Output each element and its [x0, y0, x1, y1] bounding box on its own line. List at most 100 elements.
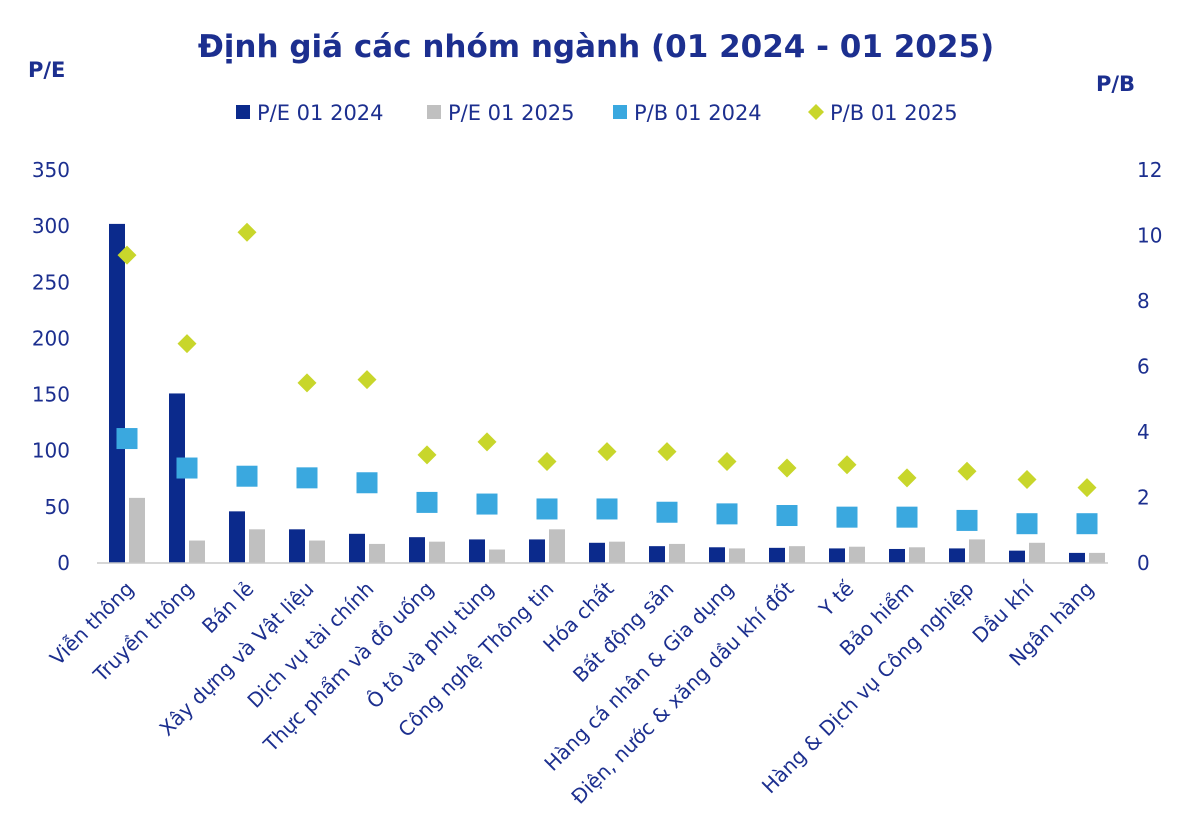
bar-pe-2025	[729, 548, 745, 563]
legend-label: P/B 01 2025	[830, 101, 958, 125]
y2-tick-label: 6	[1137, 355, 1150, 379]
y-tick-label: 0	[57, 551, 70, 575]
y-tick-label: 200	[32, 326, 70, 350]
y-axis-title: P/E	[28, 58, 65, 82]
y-tick-label: 50	[45, 495, 70, 519]
marker-pb-2025	[357, 370, 377, 390]
bar-pe-2024	[709, 547, 725, 563]
bar-pe-2024	[889, 548, 905, 563]
bar-pe-2025	[129, 497, 145, 563]
bar-pe-2024	[229, 511, 245, 563]
marker-pb-2025	[117, 245, 137, 265]
bar-pe-2024	[589, 542, 605, 563]
marker-pb-2024	[356, 472, 378, 494]
legend-swatch	[808, 104, 824, 120]
marker-pb-2025	[237, 222, 257, 242]
bar-pe-2024	[1009, 550, 1025, 563]
marker-pb-2025	[897, 468, 917, 488]
y2-tick-label: 8	[1137, 289, 1150, 313]
marker-pb-2024	[536, 498, 558, 520]
bar-pe-2025	[609, 541, 625, 563]
bar-pe-2025	[549, 529, 565, 563]
y-axis-ticks: 0 50 100 150 200 250 300 350	[32, 158, 70, 575]
y2-axis-ticks: 0 2 4 6 8 10 12	[1137, 158, 1162, 575]
legend-label: P/E 01 2025	[448, 101, 575, 125]
bar-pe-2024	[109, 223, 125, 563]
marker-pb-2024	[896, 506, 918, 528]
y-tick-label: 250	[32, 270, 70, 294]
bar-pe-2025	[669, 543, 685, 563]
bar-pe-2025	[429, 541, 445, 563]
y2-tick-label: 4	[1137, 420, 1150, 444]
marker-pb-2024	[416, 491, 438, 513]
marker-pb-2024	[836, 506, 858, 528]
bar-pe-2025	[489, 549, 505, 563]
category-label: Y tế	[813, 576, 859, 622]
bar-pe-2024	[649, 546, 665, 563]
marker-pb-2025	[417, 445, 437, 465]
bar-pe-2025	[249, 529, 265, 563]
marker-pb-2024	[476, 493, 498, 515]
legend-label: P/E 01 2024	[257, 101, 384, 125]
bar-series	[109, 223, 1105, 563]
legend-swatch	[427, 105, 441, 119]
bar-pe-2024	[1069, 552, 1085, 563]
marker-pb-2025	[177, 334, 197, 354]
y-tick-label: 100	[32, 439, 70, 463]
marker-pb-2025	[717, 451, 737, 471]
marker-pb-2025	[1017, 469, 1037, 489]
bar-pe-2024	[829, 548, 845, 563]
bar-pe-2025	[969, 539, 985, 563]
marker-pb-2025	[777, 458, 797, 478]
bar-pe-2024	[409, 537, 425, 563]
legend-swatch	[236, 105, 250, 119]
bar-pe-2024	[769, 547, 785, 563]
marker-pb-2024	[176, 457, 198, 479]
bar-pe-2025	[849, 546, 865, 563]
bar-pe-2024	[469, 539, 485, 563]
bar-pe-2024	[349, 533, 365, 563]
marker-pb-2024	[956, 509, 978, 531]
marker-pb-2024	[656, 501, 678, 523]
y-tick-label: 350	[32, 158, 70, 182]
marker-pb-2024	[116, 428, 138, 450]
y2-axis-title: P/B	[1096, 72, 1135, 96]
marker-pb-2024	[596, 498, 618, 520]
bar-pe-2025	[369, 543, 385, 563]
bar-pe-2025	[189, 540, 205, 563]
y-tick-label: 150	[32, 383, 70, 407]
legend-label: P/B 01 2024	[634, 101, 762, 125]
marker-pb-2024	[1076, 513, 1098, 535]
marker-pb-2024	[1016, 513, 1038, 535]
bar-pe-2024	[949, 548, 965, 563]
legend-swatch	[613, 105, 627, 119]
marker-pb-2024	[296, 467, 318, 489]
y2-tick-label: 12	[1137, 158, 1162, 182]
bar-pe-2025	[309, 540, 325, 563]
marker-pb-2025	[297, 373, 317, 393]
bar-pe-2025	[1089, 552, 1105, 563]
marker-pb-2025	[837, 455, 857, 475]
y-tick-label: 300	[32, 214, 70, 238]
marker-pb-2025	[477, 432, 497, 452]
marker-pb-2025	[537, 451, 557, 471]
marker-pb-2024	[716, 503, 738, 525]
bar-pe-2024	[289, 529, 305, 563]
bar-pe-2025	[789, 546, 805, 563]
marker-pb-2025	[657, 442, 677, 462]
marker-pb-2024	[776, 505, 798, 527]
marker-series	[116, 222, 1098, 535]
marker-pb-2024	[236, 465, 258, 487]
bar-pe-2024	[529, 539, 545, 563]
bar-pe-2025	[1029, 542, 1045, 563]
marker-pb-2025	[1077, 478, 1097, 498]
marker-pb-2025	[597, 442, 617, 462]
y2-tick-label: 0	[1137, 551, 1150, 575]
legend: P/E 01 2024 P/E 01 2025 P/B 01 2024 P/B 01 …	[236, 101, 958, 125]
bar-pe-2025	[909, 547, 925, 563]
y2-tick-label: 10	[1137, 224, 1162, 248]
marker-pb-2025	[957, 461, 977, 481]
y2-tick-label: 2	[1137, 486, 1150, 510]
